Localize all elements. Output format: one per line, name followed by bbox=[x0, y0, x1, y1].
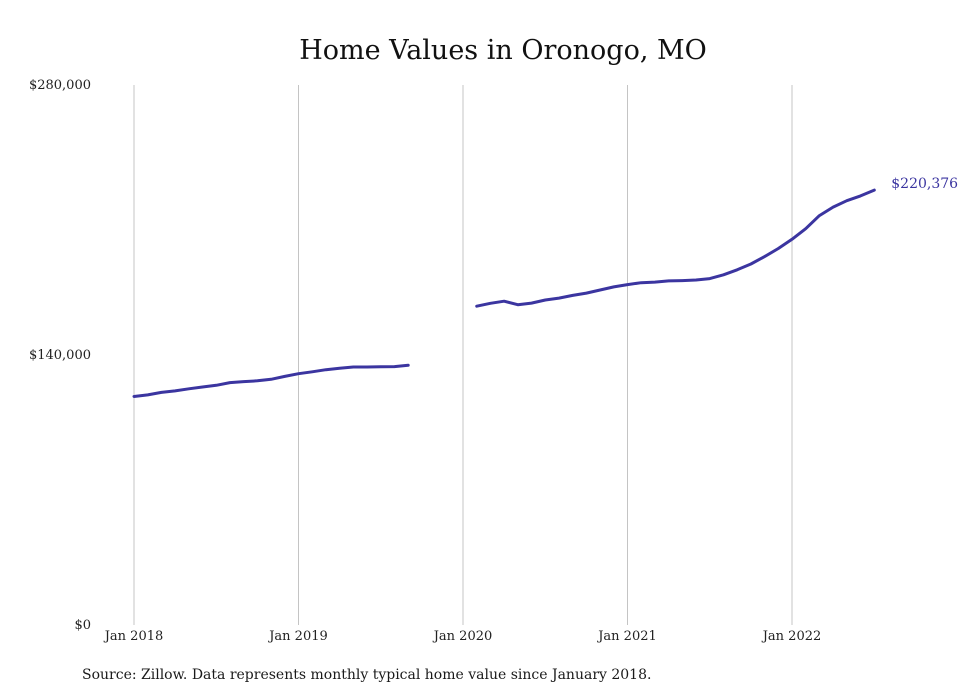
series-line-segment bbox=[132, 363, 410, 398]
x-axis-tick-labels: Jan 2018 Jan 2019 Jan 2020 Jan 2021 Jan 2022 bbox=[103, 629, 822, 644]
x-tick-label: Jan 2022 bbox=[761, 629, 822, 644]
x-tick-label: Jan 2021 bbox=[596, 629, 657, 644]
y-tick-label: $280,000 bbox=[29, 78, 91, 93]
x-tick-label: Jan 2020 bbox=[432, 629, 493, 644]
y-tick-label: $0 bbox=[74, 618, 91, 633]
x-tick-label: Jan 2019 bbox=[267, 629, 328, 644]
y-tick-label: $140,000 bbox=[29, 348, 91, 363]
y-axis-tick-labels: $0 $140,000 $280,000 bbox=[29, 78, 91, 633]
line-chart: Home Values in Oronogo, MO $0 $140,000 $28… bbox=[29, 35, 958, 644]
end-value-label: $220,376 bbox=[891, 176, 958, 192]
source-note: Source: Zillow. Data represents monthly … bbox=[82, 667, 652, 683]
data-label-layer: $220,376 bbox=[891, 176, 958, 192]
grid-lines bbox=[133, 85, 793, 625]
x-tick-label: Jan 2018 bbox=[103, 629, 164, 644]
series-line-segment bbox=[475, 188, 876, 308]
home-value-series bbox=[132, 188, 876, 398]
chart-title: Home Values in Oronogo, MO bbox=[299, 35, 707, 66]
